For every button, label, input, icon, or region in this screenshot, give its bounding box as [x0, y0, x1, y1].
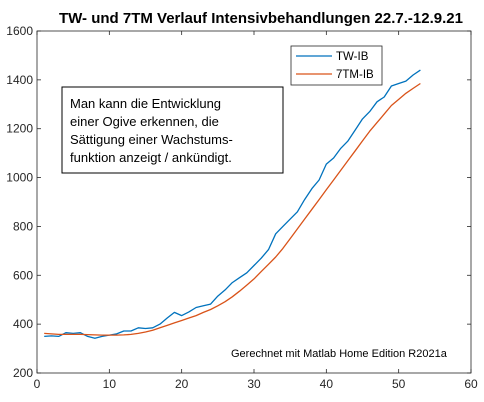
x-tick-label-2: 20 — [175, 377, 189, 391]
annotation-line-4: funktion anzeigt / ankündigt. — [70, 150, 232, 165]
y-tick-label-7: 1600 — [6, 24, 33, 38]
axes-frame — [36, 30, 472, 374]
y-tick-label-4: 1000 — [6, 171, 33, 185]
series-line-1 — [44, 82, 421, 336]
annotation-box: Man kann die Entwicklung einer Ogive erk… — [61, 86, 284, 174]
y-tick-label-0: 200 — [13, 366, 33, 380]
y-tick-label-5: 1200 — [6, 122, 33, 136]
legend-label-tw-ib: TW-IB — [336, 51, 369, 63]
legend-frame — [290, 45, 383, 86]
y-tick-label-6: 1400 — [6, 73, 33, 87]
legend-label-7tm-ib: 7TM-IB — [336, 69, 374, 81]
plot-area — [44, 69, 421, 339]
x-tick-label-0: 0 — [34, 377, 41, 391]
x-tick-label-1: 10 — [103, 377, 117, 391]
x-tick-label-4: 40 — [320, 377, 334, 391]
legend: TW-IB 7TM-IB — [290, 45, 383, 86]
x-tick-label-6: 60 — [464, 377, 478, 391]
y-tick-label-2: 600 — [13, 268, 33, 282]
annotation-frame — [61, 86, 284, 174]
annotation-line-1: Man kann die Entwicklung — [70, 96, 221, 111]
chart-title: TW- und 7TM Verlauf Intensivbehandlungen… — [59, 10, 463, 27]
y-tick-label-3: 800 — [13, 219, 33, 233]
x-tick-label-3: 30 — [247, 377, 261, 391]
axes: 0 10 20 30 40 50 60 200 400 600 800 1000 1200 1400 160… — [6, 24, 478, 391]
y-tick-label-1: 400 — [13, 317, 33, 331]
credit-note: Gerechnet mit Matlab Home Edition R2021a — [231, 348, 448, 360]
x-tick-label-5: 50 — [392, 377, 406, 391]
annotation-line-3: Sättigung einer Wachstums- — [70, 132, 233, 147]
annotation-line-2: einer Ogive erkennen, die — [70, 114, 219, 129]
